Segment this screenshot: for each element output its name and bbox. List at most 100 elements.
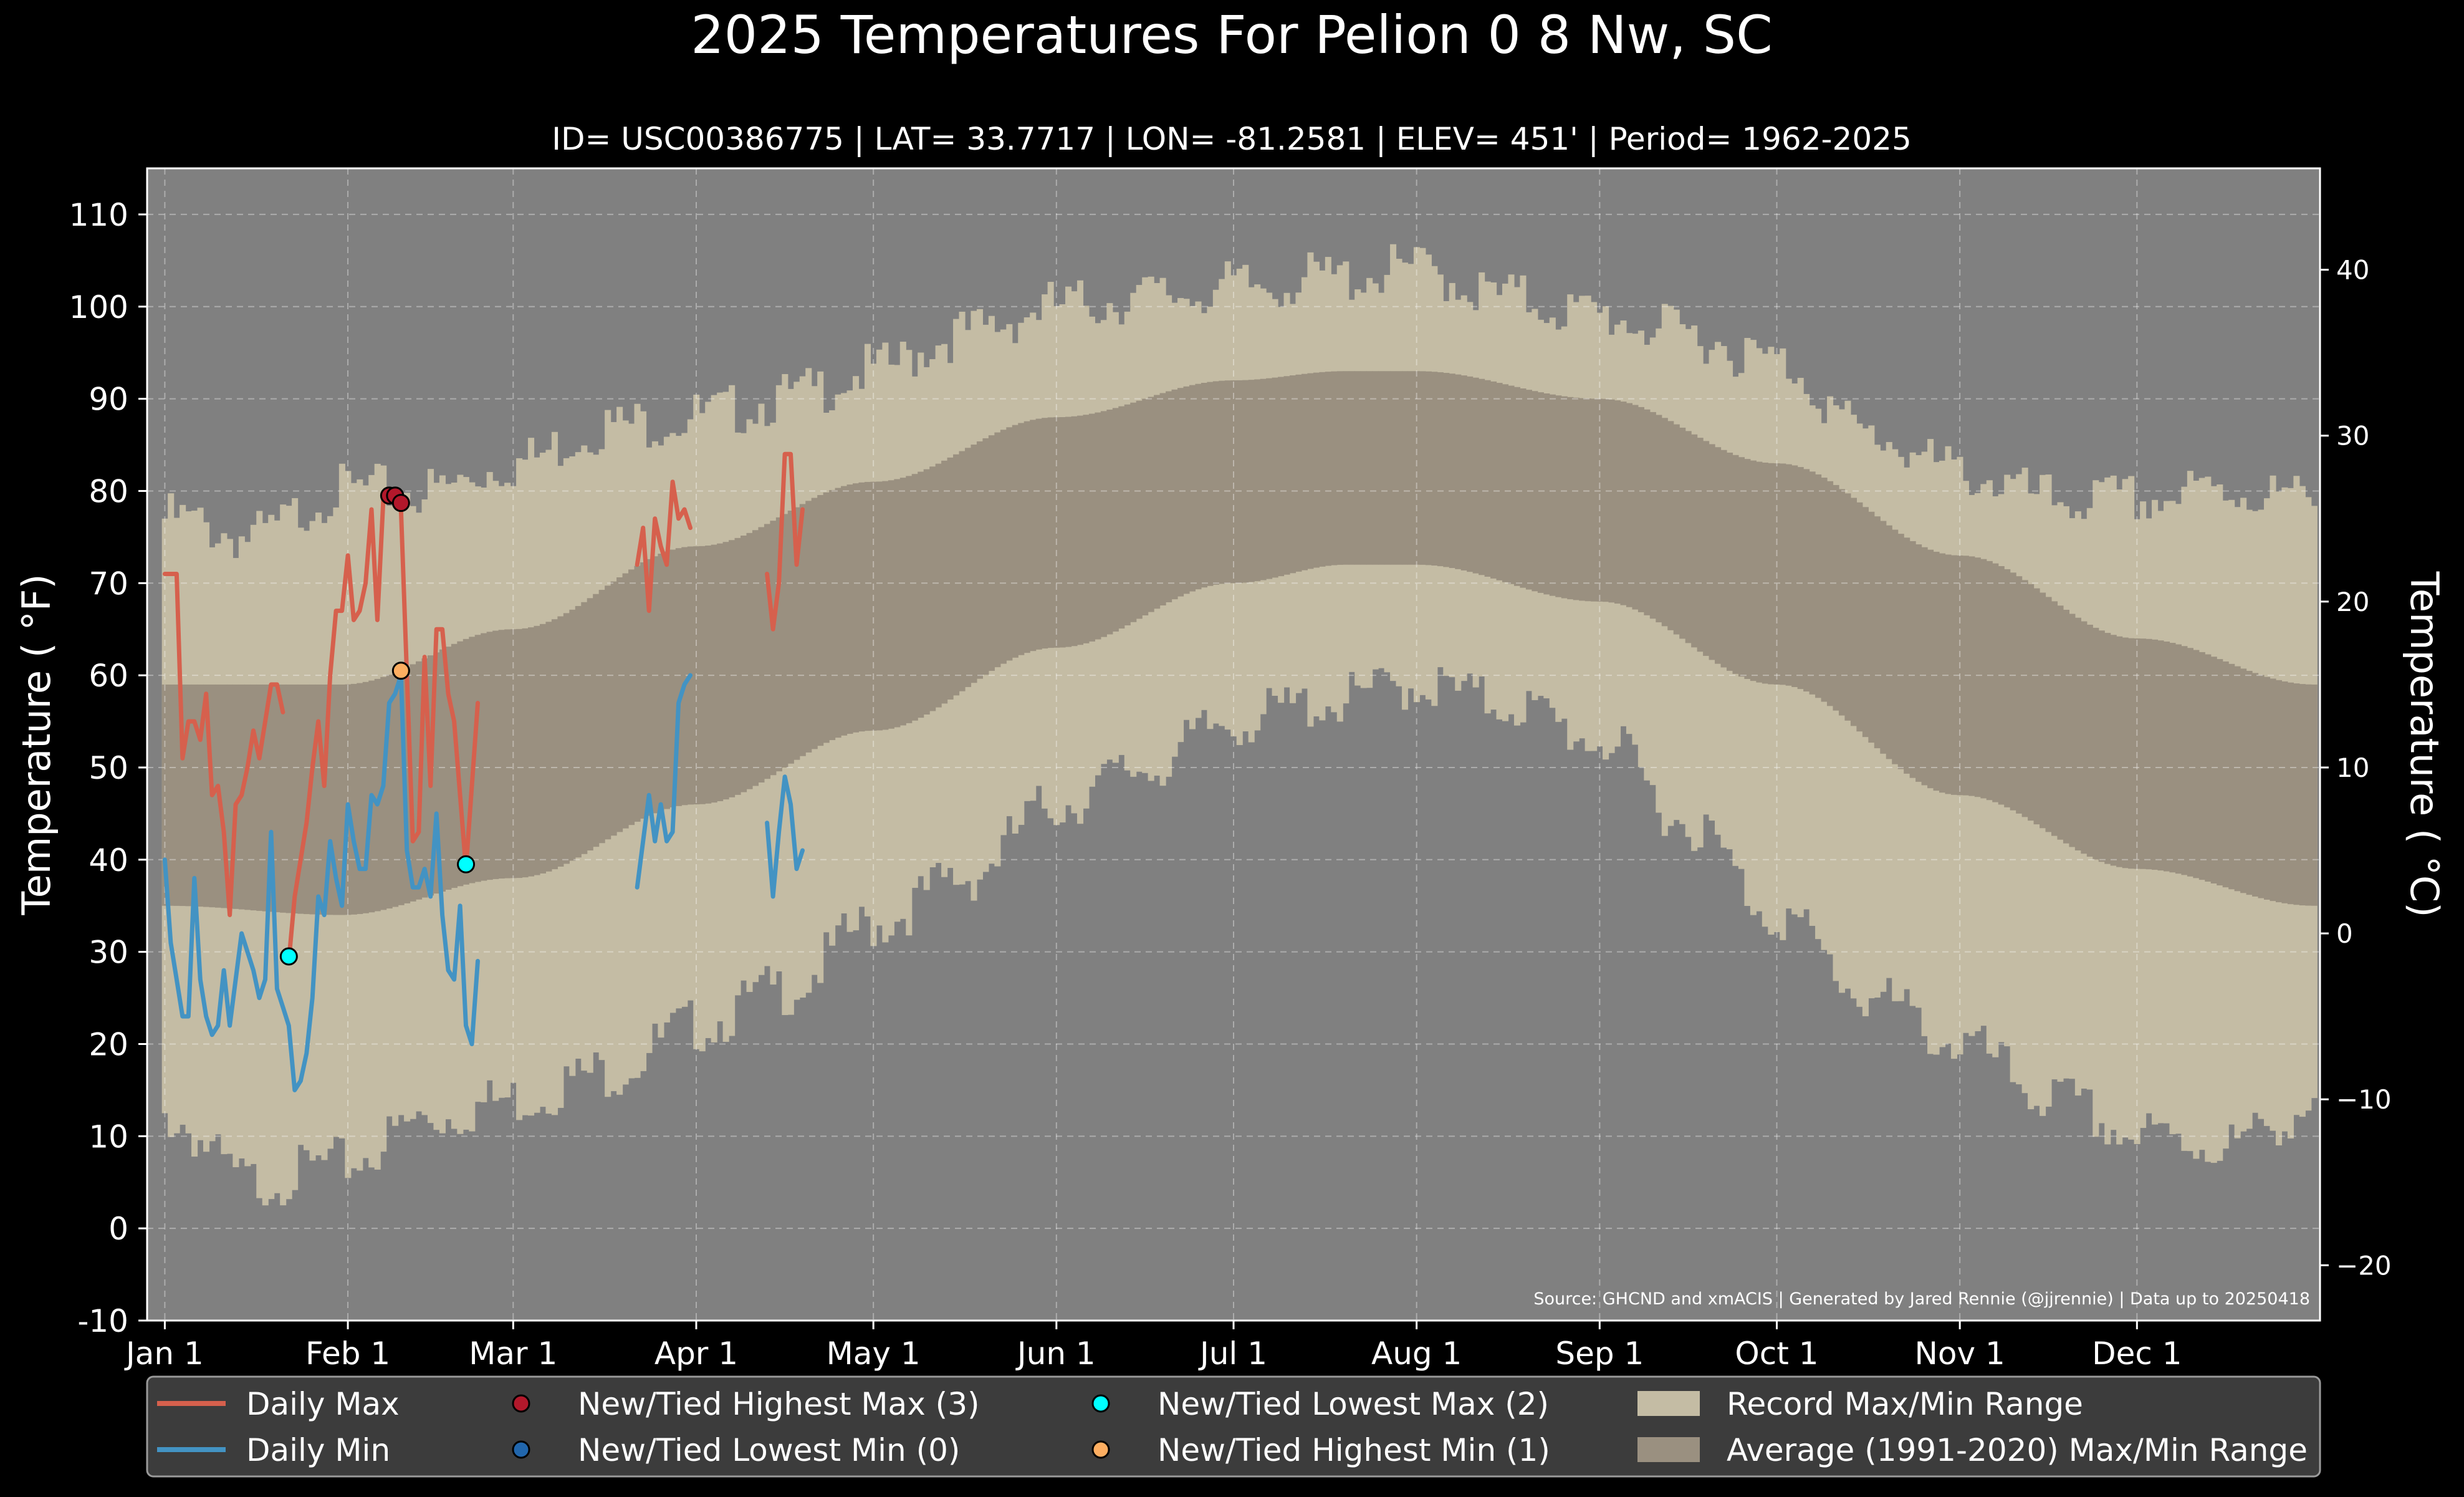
average-range-bar [1207,382,1214,586]
y-axis-right: −20 −10 0 10 20 30 40 [2320,255,2392,1281]
average-range-bar [894,479,901,728]
average-range-bar [1821,478,1828,702]
legend-label: Record Max/Min Range [1727,1386,2083,1422]
average-range-bar [1166,391,1172,602]
average-range-bar [1927,549,1934,789]
average-range-bar [1254,379,1261,582]
average-range-bar [941,460,948,704]
average-range-bar [628,569,635,826]
average-range-bar [527,627,535,877]
average-range-bar [1360,371,1367,565]
series-lines [162,451,805,1092]
average-range-bar [2287,682,2294,905]
average-range-bar [1437,372,1444,567]
y-tick-label: 30 [89,935,128,971]
average-range-bar [2081,621,2088,854]
y-right-tick-label: −10 [2336,1084,2392,1115]
average-range-bar [1850,498,1857,726]
average-range-bar [1460,375,1467,570]
average-range-bar [2270,678,2276,902]
average-range-bar [705,546,712,804]
average-range-bar [2033,588,2040,825]
average-range-bar [1986,561,1993,801]
average-range-bar [1797,467,1804,690]
average-range-bar [315,684,322,915]
average-range-bar [829,489,836,741]
average-range-bar [1661,418,1668,627]
average-range-bar [1278,377,1285,577]
average-range-bar [362,681,369,913]
y-right-tick-label: −20 [2336,1250,2392,1281]
average-range-bar [161,684,168,906]
average-range-bar [929,466,936,711]
average-range-bar [244,684,251,910]
average-range-bar [746,532,753,789]
y-right-tick-label: 30 [2336,421,2369,451]
average-range-bar [410,664,416,902]
average-range-bar [1691,434,1698,648]
average-range-bar [1561,396,1568,599]
average-range-bar [640,562,647,819]
average-range-bar [1697,438,1704,652]
average-range-bar [663,551,670,809]
average-range-bar [2040,592,2046,829]
average-range-bar [593,594,600,847]
average-range-bar [1974,557,1981,797]
x-tick-label: Sep 1 [1555,1336,1644,1372]
average-range-bar [1236,380,1243,584]
average-range-bar [2252,673,2259,897]
y-tick-label: 110 [69,197,128,233]
average-range-bar [1608,399,1615,603]
average-range-bar [634,566,641,822]
average-range-bar [2028,584,2035,821]
average-range-bar [1513,387,1521,586]
average-range-bar [1248,380,1255,582]
average-range-bar [1921,547,1928,786]
average-range-bar [2246,670,2253,895]
average-range-bar [232,684,239,909]
average-range-bar [2175,644,2182,874]
average-range-bar [1142,398,1149,616]
average-range-bar [2092,627,2099,860]
average-range-bar [935,463,942,708]
average-range-bar [1390,371,1397,565]
average-range-bar [1998,566,2005,805]
legend-label: New/Tied Lowest Max (2) [1158,1386,1549,1422]
legend-label: Average (1991-2020) Max/Min Range [1727,1432,2308,1468]
average-range-bar [1124,404,1131,626]
average-range-bar [646,559,653,816]
average-range-bar [2163,641,2170,872]
chart-subtitle: ID= USC00386775 | LAT= 33.7717 | LON= -8… [552,121,1912,157]
average-range-bar [545,622,552,872]
average-range-bar [1112,408,1119,632]
average-range-bar [1838,489,1846,716]
average-range-bar [2217,659,2223,886]
average-range-bar [1768,463,1775,685]
average-range-bar [309,684,316,915]
average-range-bar [1945,554,1952,794]
average-range-bar [1201,382,1207,588]
average-range-bar [1950,555,1958,795]
average-range-bar [616,577,623,832]
average-range-bar [1904,537,1910,774]
average-range-bar [1319,372,1326,567]
average-range-bar [1703,441,1710,656]
average-range-bar [1076,415,1084,645]
average-range-bar [1520,388,1527,588]
average-range-bar [1331,371,1338,566]
average-range-bar [180,684,186,907]
average-range-bar [292,684,299,914]
average-range-bar [1183,386,1190,594]
average-range-bar [226,684,233,909]
average-range-bar [1667,421,1674,630]
average-range-bar [1301,373,1308,570]
average-range-bar [2116,636,2123,867]
average-range-bar [1933,551,1940,791]
average-range-bar [1230,380,1237,584]
average-range-bar [1833,484,1839,711]
average-range-bar [256,684,263,911]
average-range-bar [350,683,357,915]
average-range-bar [681,547,688,806]
y-tick-label: 80 [89,473,128,509]
average-range-bar [321,684,328,915]
